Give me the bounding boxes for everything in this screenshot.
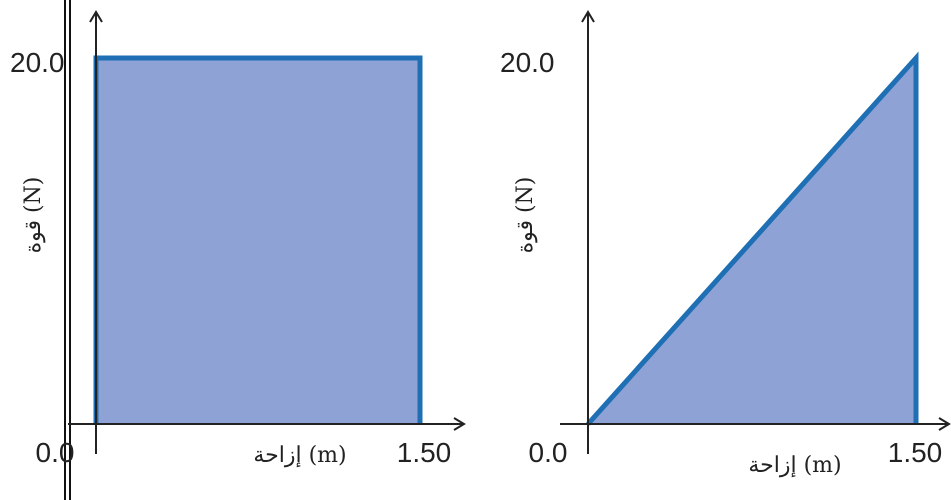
chart-panel-2: 0.0 20.0 1.50 (m) إزاحة (N) قوة	[500, 10, 951, 478]
y-tick-label-max: 20.0	[500, 47, 555, 78]
x-axis-arrow	[453, 417, 466, 431]
y-tick-label-max: 20.0	[10, 47, 65, 78]
y-axis-arrow	[581, 10, 595, 23]
y-tick-label-min: 0.0	[529, 437, 568, 468]
x-tick-label-max: 1.50	[397, 437, 452, 468]
area-fill	[96, 58, 420, 424]
y-axis-arrow	[89, 10, 103, 23]
x-tick-label-max: 1.50	[888, 437, 943, 468]
data-line	[586, 51, 919, 426]
y-axis-label: (N) قوة	[21, 177, 46, 254]
x-axis-label: (m) إزاحة	[253, 443, 346, 468]
y-tick-label-min: 0.0	[36, 437, 75, 468]
chart-panel-1: 0.0 20.0 1.50 (m) إزاحة (N) قوة	[10, 10, 466, 468]
x-axis-label: (m) إزاحة	[748, 453, 841, 478]
y-axis-label: (N) قوة	[513, 177, 538, 254]
x-axis-arrow	[938, 417, 951, 431]
